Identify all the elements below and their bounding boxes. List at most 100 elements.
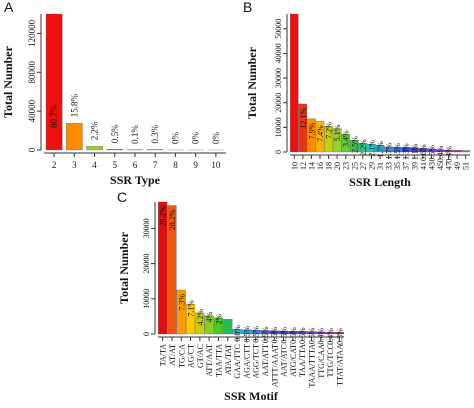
panel-c-xtick-label: ATG/CAT (289, 344, 298, 377)
panel-a-data-label: 80.7% (49, 104, 59, 128)
panel-c-xtick-label: AAT/ATT (261, 344, 270, 377)
panel-c-bar (223, 319, 233, 335)
panel-a-ytick-label: 40000 (27, 99, 37, 122)
panel-a-bar (66, 123, 83, 151)
panel-b-ytick-label: 0 (274, 150, 283, 154)
panel-a-data-label: 0.3% (150, 124, 160, 143)
panel-a-x-title: SSR Type (110, 173, 161, 187)
panel-c-data-label: 2% (214, 313, 223, 324)
panel-c-xtick-label: ATT/AAT (205, 344, 214, 377)
panel-b-letter: B (243, 0, 252, 15)
panel-a-xtick-label: 4 (92, 160, 97, 170)
panel-b-bar (392, 146, 402, 153)
panel-c-data-label: 0.5% (289, 327, 298, 344)
panel-b-xtick-label: 14 (307, 162, 316, 170)
panel-a-bar (45, 13, 63, 151)
panel-c-data-label: 0.4% (326, 328, 335, 345)
panel-a-ytick-label: 120000 (27, 19, 37, 47)
panel-c-data-label: 4% (205, 311, 214, 322)
panel-b-bar (290, 13, 299, 153)
panel-c-bar (167, 205, 177, 335)
panel-c-data-label: 28.2% (168, 209, 177, 230)
panel-a-ytick-label: 80000 (27, 61, 37, 84)
panel-c-xtick-label: TAA/TTA (298, 344, 307, 377)
panel-c-xtick-label: TAA/TTA (214, 344, 223, 377)
panel-b-bar (435, 149, 445, 153)
panel-b-xtick-label: 20 (333, 162, 342, 170)
panel-c-xtick-label: TTG/CAA (317, 344, 326, 379)
panel-a-xtick-label: 6 (133, 160, 138, 170)
panel-c-data-label: 0.5% (270, 327, 279, 344)
panel-c-data-label: 7.3% (177, 294, 186, 311)
panel-a-xtick-label: 9 (193, 160, 198, 170)
panel-b-ytick-label: 20000 (274, 93, 283, 113)
panel-b-bar (341, 134, 350, 153)
panel-c-data-label: 0.5% (242, 325, 251, 342)
panel-b-bar (444, 149, 453, 153)
panel-c-bar (195, 312, 205, 335)
panel-a-xtick-label: 10 (211, 160, 221, 170)
panel-b-data-label: 0.4% (436, 145, 445, 162)
panel-b-bar (367, 143, 376, 153)
panel-b-bar (418, 148, 428, 153)
panel-a-xtick-label: 7 (153, 160, 158, 170)
panel-b-xtick-label: 12 (299, 162, 308, 170)
panel-b-xtick-label: 10 (290, 162, 299, 170)
panel-c-xtick-label: TAAA/TTTA (307, 344, 316, 388)
panel-c-xtick-label: AAT/ATC (280, 344, 289, 377)
panel-c-data-label: 0.5% (252, 326, 261, 343)
panel-c-xtick-label: AG/CT (187, 344, 196, 368)
panel-b-y-title: Total Number (245, 46, 259, 119)
panel-c-bar (288, 331, 298, 335)
panel-b-bar (307, 118, 316, 153)
panel-b-data-label: 1.5% (393, 143, 402, 160)
panel-b-bar (324, 125, 333, 153)
panel-c-bar (232, 328, 242, 335)
panel-c-bar (260, 330, 270, 335)
panel-b-bar (461, 150, 470, 153)
panel-b-xtick-label: 29 (367, 162, 376, 170)
panel-c-xtick-label: GAA/TTC (233, 344, 242, 379)
panel-c-bar (251, 329, 261, 335)
panel-a-xtick-label: 5 (113, 160, 118, 170)
panel-b-xtick-label: 45 (436, 162, 445, 170)
panel-b-data-label: 7.2% (325, 122, 334, 139)
panel-a-bar (106, 148, 124, 151)
panel-c-ytick-label: 20000 (142, 254, 151, 274)
panel-c-xtick-label: GT/AC (196, 344, 205, 368)
panel-b-bar (410, 147, 419, 153)
panel-b-xtick-label: 16 (316, 162, 325, 170)
panel-b-ytick-label: 10000 (274, 117, 283, 137)
panel-b-xtick-label: 43 (427, 162, 436, 170)
panel-c-bar (278, 330, 289, 335)
panel-c-bar (334, 332, 344, 335)
panel-c-bar (306, 331, 317, 335)
panel-c-bar (204, 315, 214, 335)
panel-b-xtick-label: 18 (325, 162, 334, 170)
panel-c-data-label: 0.4% (317, 328, 326, 345)
panel-a-data-label: 0.5% (110, 124, 120, 143)
panel-b-data-label: 2.2% (359, 139, 368, 156)
panel-b-bar (350, 140, 359, 153)
panel-c-ytick-label: 10000 (142, 289, 151, 309)
panel-c-bar (325, 331, 335, 335)
panel-c-data-label: 0.8% (233, 325, 242, 342)
panel-a-xtick-label: 8 (173, 160, 178, 170)
panel-c-bar (213, 317, 224, 335)
panel-b-xtick-label: 27 (359, 162, 368, 170)
panel-b-data-label: 1.1% (410, 143, 419, 160)
panel-b-bar (452, 150, 462, 153)
panel-b-ytick-label: 50000 (274, 19, 283, 39)
panel-c-data-label: 7.1% (187, 300, 196, 317)
panel-c-bar (241, 329, 251, 335)
panel-a-data-label: 2.2% (90, 121, 100, 140)
panel-c-bar (185, 303, 196, 335)
panel-b-xtick-label: 31 (376, 162, 385, 170)
panel-b-xtick-label: 47 (445, 162, 454, 170)
panel-c-bar (316, 331, 326, 335)
panel-c-xtick-label: AT/AT (168, 344, 177, 366)
panel-c-data-label: 29.2% (159, 206, 168, 227)
panel-a-data-label: 0.1% (130, 125, 140, 144)
panel-b-xtick-label: 23 (342, 162, 351, 170)
panel-c-data-label: 4.2% (196, 309, 205, 326)
